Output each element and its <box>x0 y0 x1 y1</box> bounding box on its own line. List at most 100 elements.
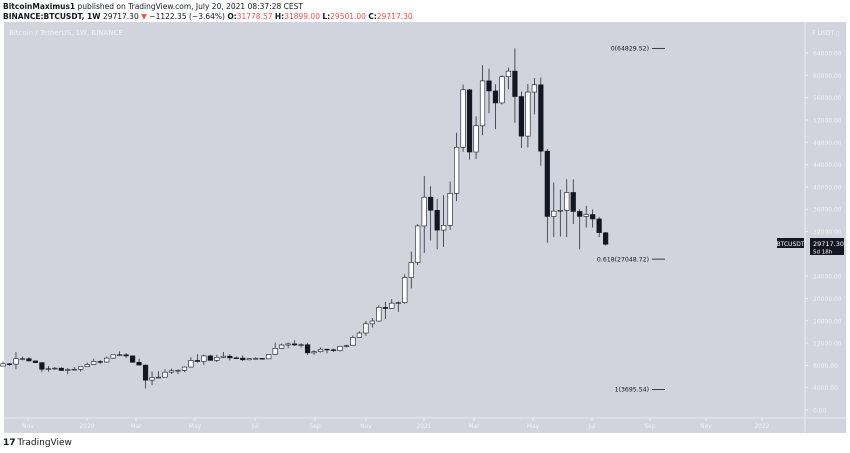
candle[interactable] <box>564 179 570 238</box>
candle[interactable] <box>460 84 466 152</box>
candle[interactable] <box>58 367 64 371</box>
candle[interactable] <box>317 347 324 353</box>
candle[interactable] <box>6 363 13 366</box>
candle[interactable] <box>181 366 188 373</box>
candle[interactable] <box>369 317 375 328</box>
candle[interactable] <box>570 179 576 224</box>
candle[interactable] <box>155 371 162 379</box>
candle[interactable] <box>330 348 337 352</box>
candle[interactable] <box>117 351 123 356</box>
candle[interactable] <box>382 301 388 320</box>
candle[interactable] <box>590 209 596 228</box>
candle[interactable] <box>505 67 512 90</box>
candle[interactable] <box>577 209 583 250</box>
candle[interactable] <box>499 75 505 105</box>
candle[interactable] <box>428 186 434 241</box>
author[interactable]: BitcoinMaximus1 <box>3 2 76 11</box>
candle[interactable] <box>486 68 492 114</box>
candle[interactable] <box>324 348 330 354</box>
candle[interactable] <box>13 352 19 370</box>
candle[interactable] <box>233 356 239 359</box>
candle[interactable] <box>538 77 544 166</box>
price-chart[interactable]: Bitcoin / TetherUS, 1W, BINANCE ₮ USDT ▯… <box>0 0 850 434</box>
candle[interactable] <box>78 366 84 372</box>
candle[interactable] <box>415 224 421 265</box>
candle[interactable] <box>227 354 233 361</box>
candle[interactable] <box>272 342 278 355</box>
candle[interactable] <box>525 83 531 148</box>
candle[interactable] <box>240 355 246 361</box>
candle[interactable] <box>149 371 155 386</box>
candle[interactable] <box>531 78 537 115</box>
candle[interactable] <box>279 343 285 349</box>
candle[interactable] <box>551 182 557 238</box>
candle[interactable] <box>220 351 226 359</box>
candle[interactable] <box>201 354 207 365</box>
candle[interactable] <box>356 331 363 339</box>
candle[interactable] <box>104 356 110 363</box>
candle[interactable] <box>71 367 77 371</box>
tradingview-logo[interactable]: 17 TradingView <box>3 438 72 448</box>
candle[interactable] <box>19 356 26 361</box>
candle[interactable] <box>337 345 343 352</box>
candle[interactable] <box>91 358 97 365</box>
candle[interactable] <box>136 358 142 366</box>
candle[interactable] <box>214 354 220 363</box>
candle[interactable] <box>434 198 440 250</box>
candle[interactable] <box>84 362 90 368</box>
candle[interactable] <box>52 367 58 370</box>
candle[interactable] <box>453 132 460 202</box>
candle[interactable] <box>0 361 6 367</box>
candle[interactable] <box>162 369 168 378</box>
candle[interactable] <box>123 353 129 359</box>
candle[interactable] <box>473 116 479 159</box>
candle[interactable] <box>376 305 382 322</box>
candle[interactable] <box>441 195 447 247</box>
candle[interactable] <box>363 321 369 336</box>
candle[interactable] <box>421 175 427 253</box>
candle[interactable] <box>168 368 175 374</box>
candle[interactable] <box>583 205 589 228</box>
candle[interactable] <box>285 342 291 349</box>
candle[interactable] <box>39 362 45 373</box>
candle[interactable] <box>408 251 414 289</box>
price-axis[interactable]: 64000.00 60000.00 56000.00 52000.00 48000.00… <box>805 51 842 415</box>
candle[interactable] <box>512 48 518 123</box>
candle[interactable] <box>32 360 38 364</box>
candle[interactable] <box>298 343 304 348</box>
candle[interactable] <box>479 65 486 136</box>
candle[interactable] <box>389 298 395 310</box>
candle[interactable] <box>402 274 408 305</box>
candle[interactable] <box>65 368 71 375</box>
candle[interactable] <box>110 354 116 359</box>
candle[interactable] <box>291 340 298 346</box>
candle[interactable] <box>194 354 201 363</box>
candle[interactable] <box>395 301 401 312</box>
candle[interactable] <box>130 355 136 363</box>
candle[interactable] <box>311 350 317 355</box>
candle[interactable] <box>188 357 194 368</box>
candle[interactable] <box>557 189 563 237</box>
candle[interactable] <box>142 364 149 389</box>
candle[interactable] <box>97 360 103 364</box>
candle[interactable] <box>492 84 499 130</box>
candle[interactable] <box>518 91 524 148</box>
candle[interactable] <box>259 358 265 360</box>
candle[interactable] <box>466 88 473 160</box>
candle[interactable] <box>253 357 259 360</box>
candle[interactable] <box>304 342 311 356</box>
time-axis[interactable]: Nov 2020 Mar May Jul Sep Nov 2021 Mar May Jul Sep No… <box>22 418 770 430</box>
candle[interactable] <box>207 354 213 361</box>
candle[interactable] <box>350 335 356 346</box>
currency-unit[interactable]: ₮ USDT ▯ <box>812 30 839 37</box>
candle[interactable] <box>544 148 550 243</box>
candle[interactable] <box>447 181 453 230</box>
candle[interactable] <box>246 358 252 361</box>
candle[interactable] <box>175 369 181 375</box>
candle[interactable] <box>26 357 32 362</box>
candle[interactable] <box>596 216 602 238</box>
candle[interactable] <box>45 366 51 372</box>
candle[interactable] <box>343 344 350 348</box>
candle[interactable] <box>266 354 272 360</box>
candle[interactable] <box>603 232 609 246</box>
